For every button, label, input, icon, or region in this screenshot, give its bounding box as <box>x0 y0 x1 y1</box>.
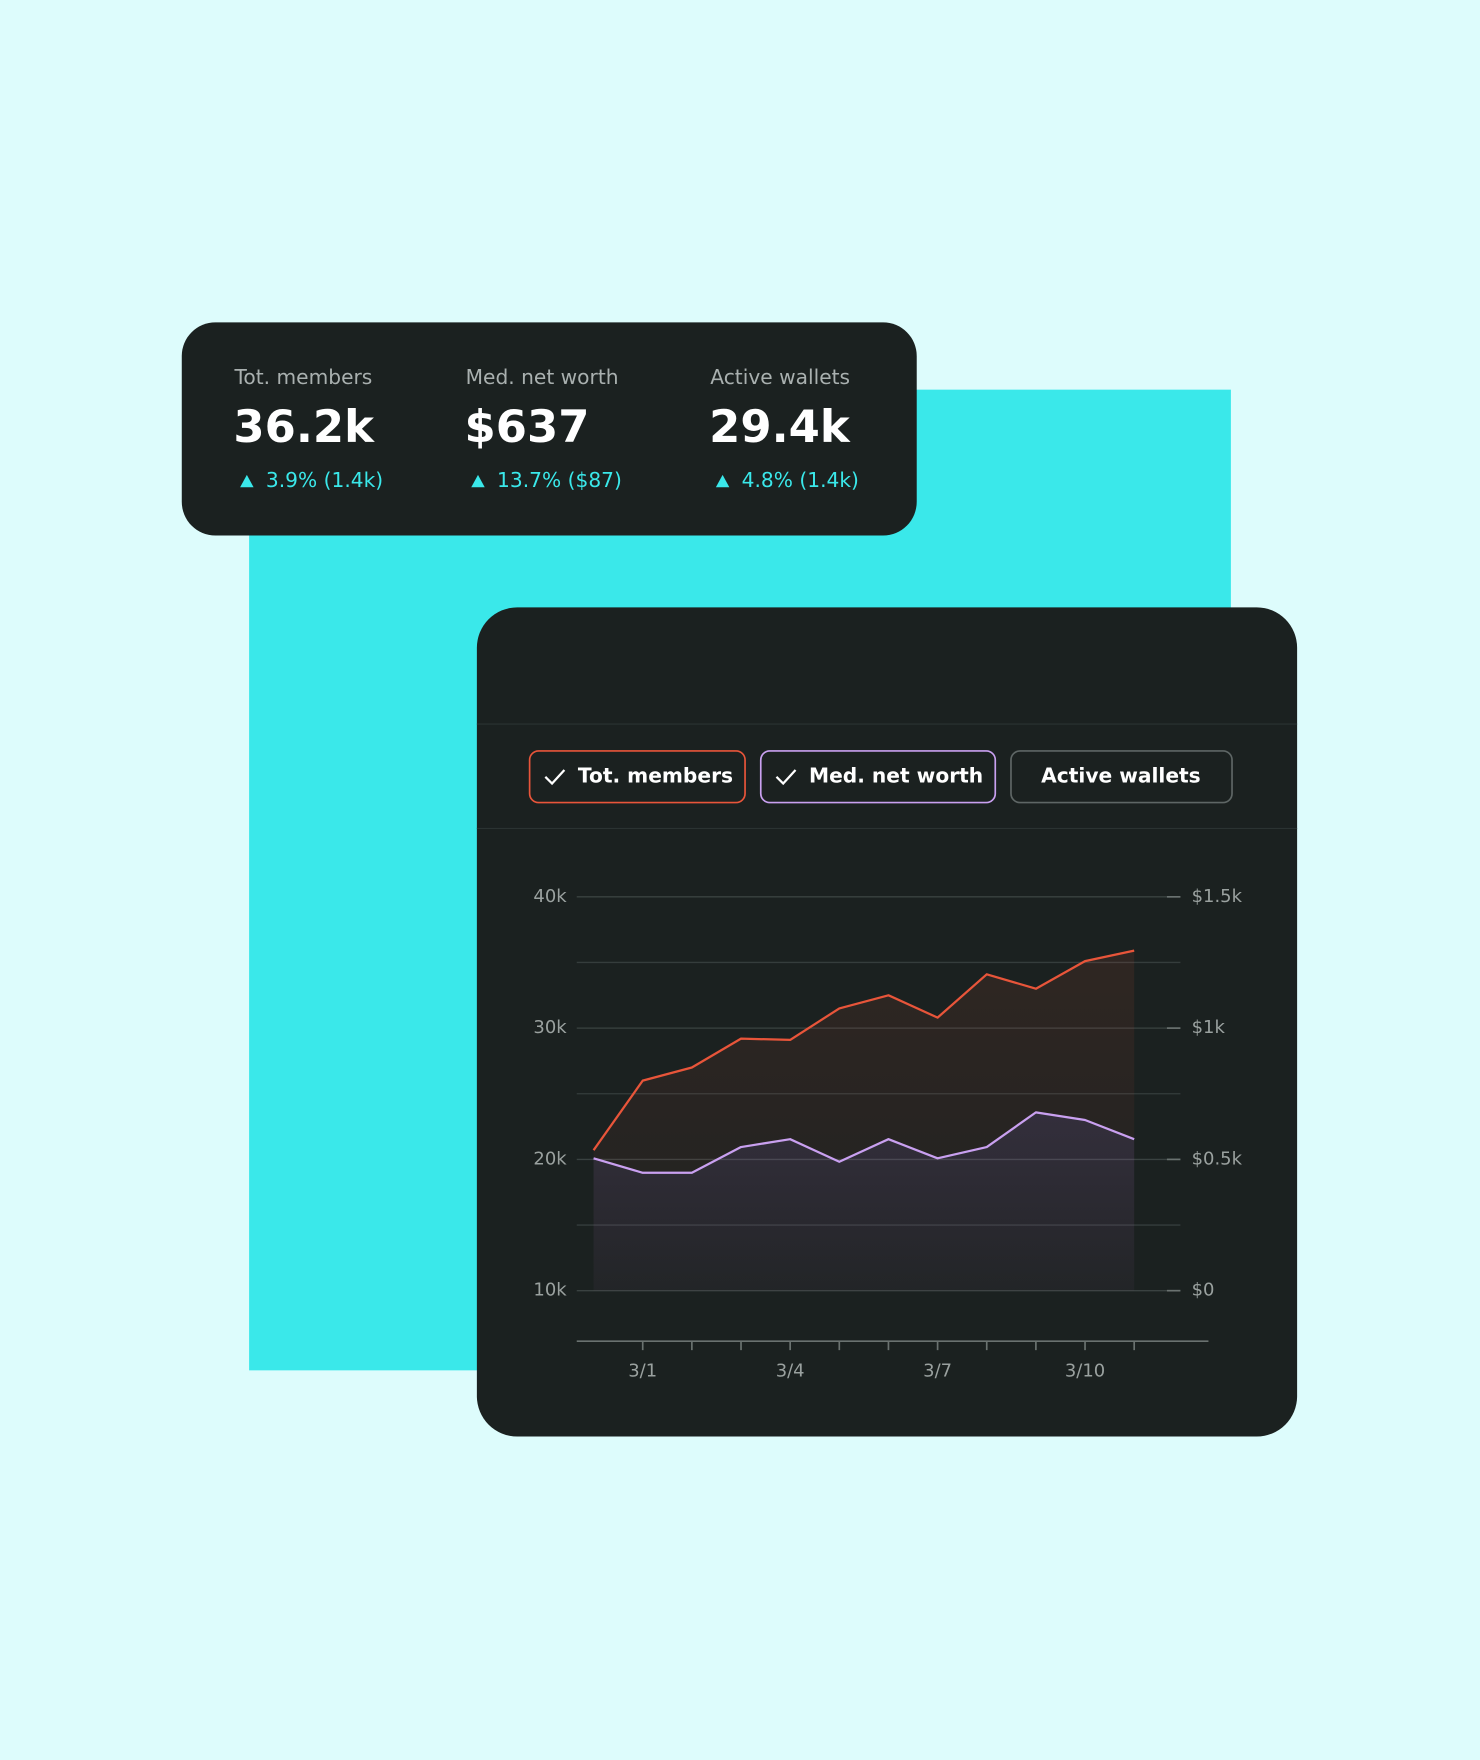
y-tick-label: 20k <box>533 1148 567 1169</box>
up-icon <box>471 474 485 488</box>
series-area <box>593 1112 1135 1291</box>
up-icon <box>240 474 254 488</box>
y2-tick-label: $0.5k <box>1192 1148 1243 1169</box>
y-tick-label: 10k <box>533 1280 567 1301</box>
toggle[interactable]: Tot. members <box>528 750 746 804</box>
card-bg <box>181 322 917 536</box>
toggle-label: Med. net worth <box>809 763 983 787</box>
toggle-label: Tot. members <box>578 763 733 787</box>
stat-change: 4.8% (1.4k) <box>742 468 859 492</box>
x-tick-label: 3/7 <box>923 1360 952 1381</box>
y2-tick-label: $1.5k <box>1192 886 1243 907</box>
stat-change: 3.9% (1.4k) <box>266 468 383 492</box>
y2-tick-label: $0 <box>1192 1280 1215 1301</box>
stat-label: Med. net worth <box>466 365 619 389</box>
y-tick-label: 30k <box>533 1017 567 1038</box>
toggle-label: Active wallets <box>1041 763 1201 787</box>
toggle-border <box>528 750 746 804</box>
y2-tick-label: $1k <box>1192 1017 1226 1038</box>
stat-value: $637 <box>465 400 590 453</box>
stat-value: 29.4k <box>709 400 851 453</box>
stat-label: Active wallets <box>710 365 850 389</box>
stats-card: Tot. members 36.2k 3.9% (1.4k) Med. net … <box>181 322 917 536</box>
y-tick-label: 40k <box>533 886 567 907</box>
toggle-border <box>759 750 997 804</box>
check-icon <box>775 769 797 786</box>
toggle-border <box>1010 750 1233 804</box>
stat-value: 36.2k <box>233 400 375 453</box>
chart-card: Tot. members Med. net worth Active walle… <box>476 607 1298 1437</box>
toggle[interactable]: Active wallets <box>1010 750 1233 804</box>
series-line <box>592 949 1135 1151</box>
check-icon <box>544 769 566 786</box>
toggle[interactable]: Med. net worth <box>759 750 997 804</box>
up-icon <box>715 474 730 488</box>
series-line <box>593 1111 1135 1174</box>
x-tick-label: 3/4 <box>776 1360 805 1381</box>
x-tick-label: 3/1 <box>628 1360 657 1381</box>
x-tick-label: 3/10 <box>1065 1360 1105 1381</box>
stat-label: Tot. members <box>234 365 373 389</box>
stat-change: 13.7% ($87) <box>497 468 622 492</box>
